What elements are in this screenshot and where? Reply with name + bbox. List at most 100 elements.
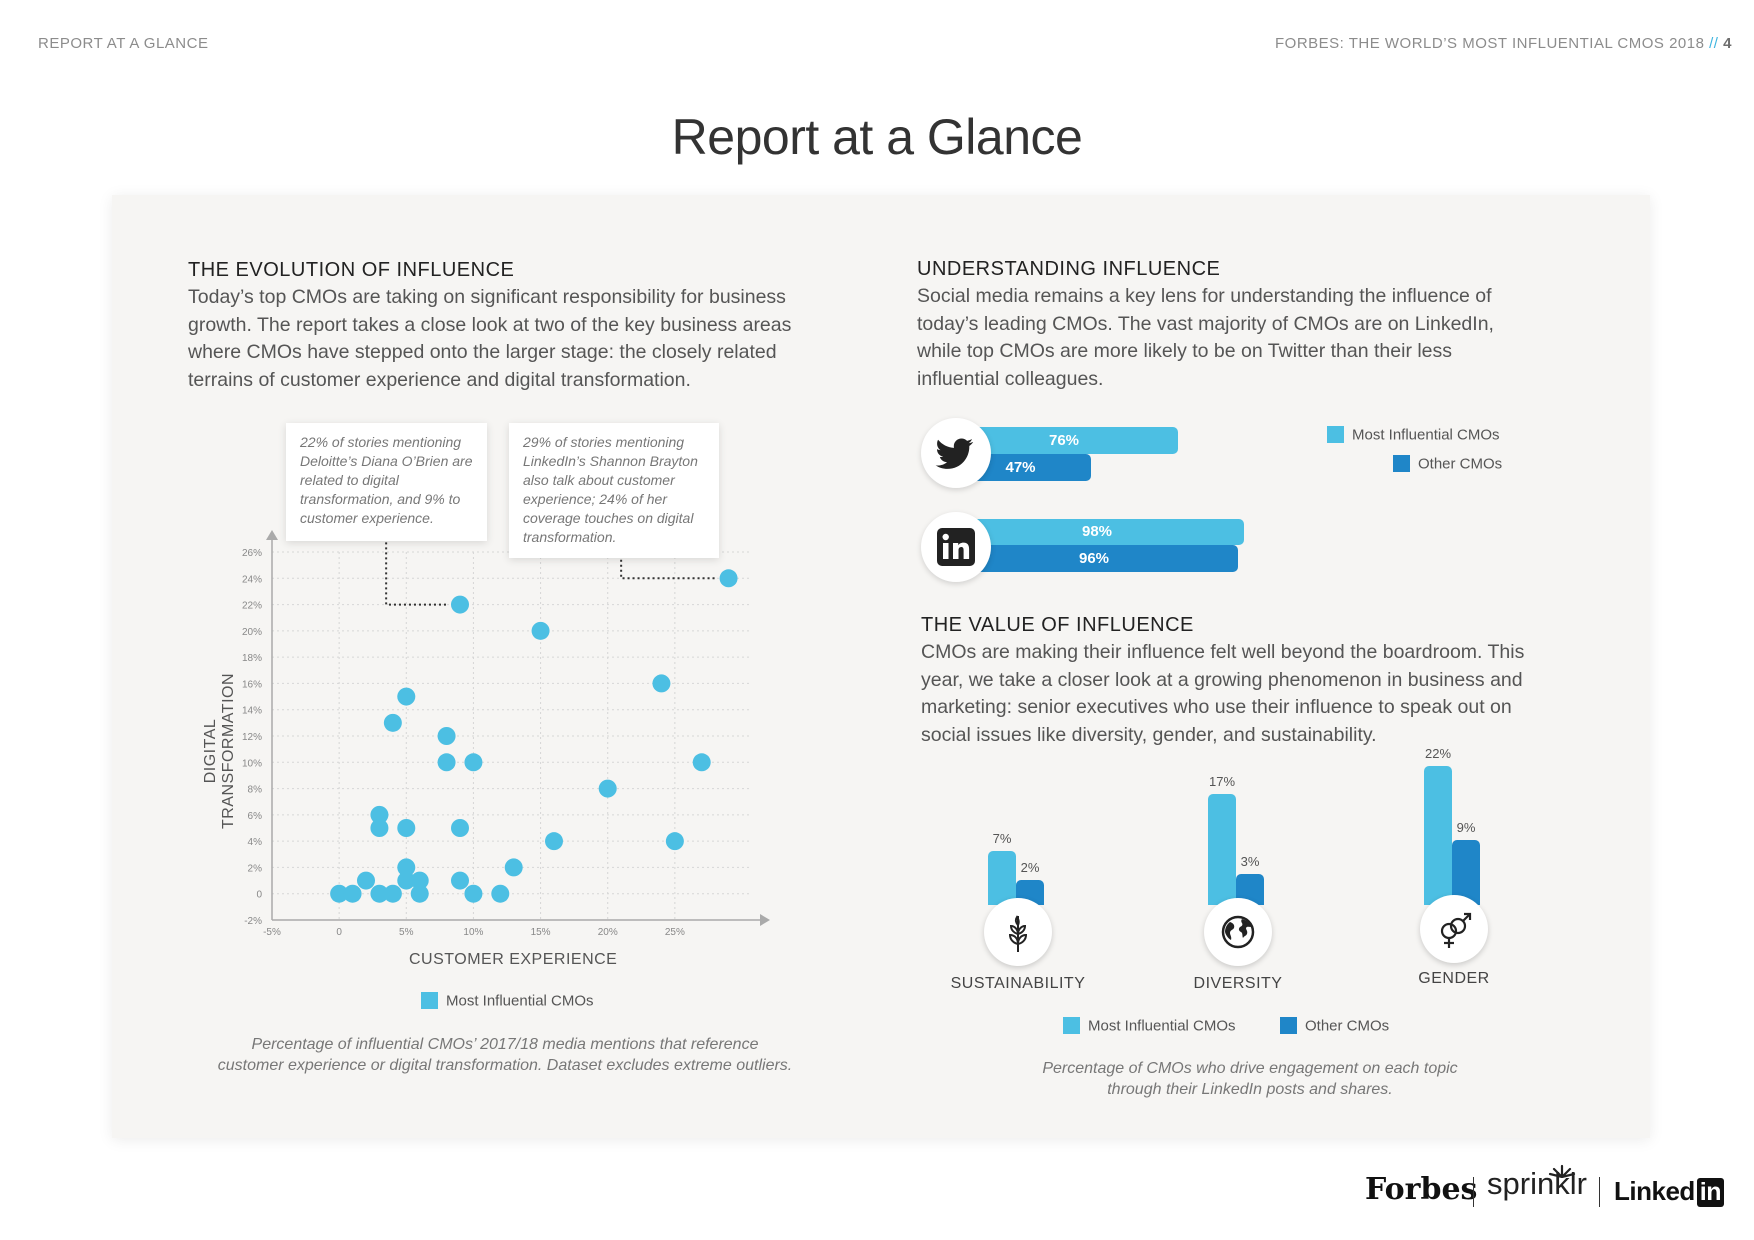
scatter-point (437, 727, 456, 745)
topic-bar-value-label: 2% (1020, 859, 1040, 875)
scatter-point (330, 884, 349, 903)
linkedin-logo: Linked in (1614, 1176, 1725, 1207)
value-legend-swatch-most (1063, 1017, 1080, 1035)
scatter-point (357, 871, 375, 890)
evolution-body: Today’s top CMOs are taking on significa… (188, 286, 792, 391)
topic-label-diversity: DIVERSITY (1193, 975, 1283, 992)
scatter-legend: Most Influential CMOs (421, 992, 594, 1010)
legend-swatch-most (421, 992, 438, 1010)
forbes-logo: Forbes (1365, 1172, 1478, 1207)
x-tick-label: 20% (598, 927, 618, 938)
y-tick-label: 20% (242, 627, 262, 638)
scatter-point (464, 753, 483, 772)
y-tick-label: 14% (242, 706, 262, 717)
scatter-point (451, 595, 469, 614)
scatter-point (397, 858, 416, 877)
y-tick-label: 4% (248, 837, 263, 848)
y-tick-label: 8% (248, 785, 263, 796)
linkedin-icon (937, 528, 975, 566)
callout-shannon-brayton: 29% of stories mentioning LinkedIn’s Sha… (509, 423, 719, 558)
linkedin-in-box: in (1696, 1178, 1725, 1207)
scatter-point (410, 871, 429, 890)
globe-icon (1221, 915, 1255, 949)
gender-icon (1440, 912, 1472, 948)
y-tick-label: 18% (242, 653, 262, 664)
twitter-badge (921, 418, 991, 488)
sprinklr-wordmark: sprinklr (1487, 1166, 1587, 1201)
topic-label-gender: GENDER (1418, 970, 1490, 987)
value-legend-most: Most Influential CMOs (1063, 1017, 1236, 1035)
logo-divider-1 (1473, 1177, 1474, 1207)
topic-bar-value-label: 17% (1208, 774, 1236, 790)
sprinklr-burst-icon (1548, 1164, 1576, 1178)
social-legend-swatch-other (1393, 455, 1410, 473)
page-number: 4 (1723, 35, 1732, 52)
scatter-point (531, 621, 550, 640)
social-legend-label-other: Other CMOs (1418, 455, 1503, 473)
scatter-point (410, 884, 429, 903)
linkedin-badge (921, 512, 991, 582)
bar-linkedin-other: 96% (950, 545, 1238, 572)
y-tick-label: 24% (242, 574, 262, 585)
social-legend-swatch-most (1327, 426, 1344, 444)
plant-icon (1008, 915, 1028, 952)
value-legend-label-most: Most Influential CMOs (1088, 1017, 1236, 1035)
evolution-caption-line-1: Percentage of influential CMOs’ 2017/18 … (251, 1036, 759, 1053)
logo-divider-2 (1599, 1177, 1600, 1207)
scatter-y-axis-label: DIGITAL TRANSFORMATION (202, 672, 237, 830)
scatter-point (343, 884, 362, 903)
scatter-x-axis-label: CUSTOMER EXPERIENCE (409, 951, 618, 968)
header-separator: // (1709, 35, 1719, 52)
gender-badge (1420, 895, 1488, 963)
scatter-point (370, 884, 389, 903)
x-tick-label: 10% (463, 927, 483, 938)
y-tick-label: 16% (242, 679, 262, 690)
evolution-title: THE EVOLUTION OF INFLUENCE (188, 259, 515, 281)
scatter-point (491, 884, 510, 903)
x-tick-label: 25% (665, 927, 685, 938)
x-tick-label: 0 (336, 927, 342, 938)
topic-bar-value-label: 3% (1240, 853, 1260, 869)
scatter-point (451, 871, 469, 890)
scatter-point (504, 858, 523, 877)
evolution-caption-line-2: customer experience or digital transform… (217, 1057, 793, 1074)
value-body: CMOs are making their influence felt wel… (921, 641, 1525, 746)
scatter-point (464, 884, 483, 903)
page-title: Report at a Glance (671, 109, 1083, 165)
sprinklr-logo: sprinklr (1487, 1164, 1587, 1202)
scatter-point (719, 569, 738, 588)
topic-bar-most (1424, 765, 1452, 905)
social-legend-other: Other CMOs (1393, 455, 1502, 473)
topic-bar-value-label: 9% (1456, 819, 1476, 835)
sustainability-badge (984, 898, 1052, 966)
scatter-point (665, 832, 684, 851)
scatter-point (370, 805, 389, 824)
topic-bar-most (1208, 794, 1236, 905)
understanding-title: UNDERSTANDING INFLUENCE (917, 258, 1221, 280)
bar-twitter-most-label: 76% (1048, 432, 1080, 449)
scatter-point (370, 819, 389, 837)
value-legend-label-other: Other CMOs (1305, 1017, 1390, 1035)
scatter-point (545, 832, 563, 851)
value-legend-swatch-other (1280, 1017, 1297, 1035)
bar-twitter-other-label: 47% (1005, 459, 1036, 476)
scatter-point (383, 884, 402, 903)
scatter-point (598, 779, 617, 798)
topic-bar-value-label: 22% (1424, 745, 1452, 761)
y-tick-label: 22% (242, 601, 262, 612)
y-tick-label: 0 (256, 890, 262, 901)
x-tick-label: 5% (399, 927, 414, 938)
linkedin-wordmark: Linked (1614, 1176, 1695, 1206)
value-legend-other: Other CMOs (1280, 1017, 1389, 1035)
bar-linkedin-most-label: 98% (1081, 523, 1113, 540)
value-title: THE VALUE OF INFLUENCE (921, 614, 1194, 636)
scatter-point (437, 753, 456, 772)
value-caption: Percentage of CMOs who drive engagement … (950, 1058, 1550, 1100)
x-tick-label: 15% (531, 927, 551, 938)
value-caption-line-1: Percentage of CMOs who drive engagement … (1042, 1060, 1458, 1077)
scatter-point (652, 674, 671, 693)
scatter-point (451, 819, 469, 837)
y-axis-arrow (266, 530, 278, 540)
y-tick-label: 12% (242, 732, 262, 743)
social-legend-label-most: Most Influential CMOs (1352, 426, 1500, 444)
